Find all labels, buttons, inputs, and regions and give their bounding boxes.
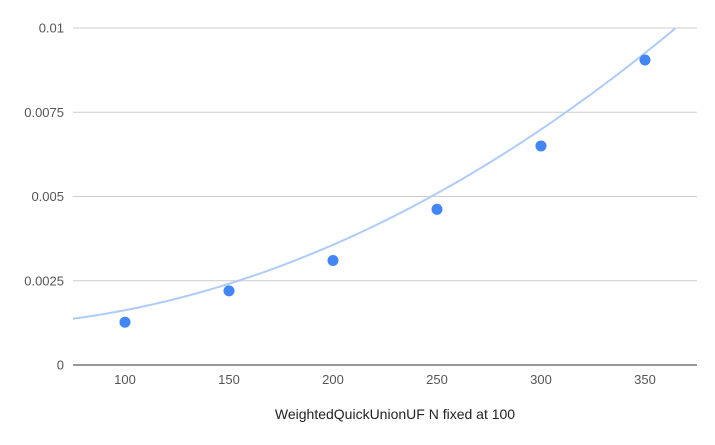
y-tick-label: 0.01 (39, 21, 64, 36)
y-tick-label: 0.0025 (24, 273, 64, 288)
gridlines (73, 27, 697, 282)
x-tick-label: 300 (530, 372, 552, 387)
data-point-2 (223, 285, 235, 297)
data-point-6 (639, 54, 651, 66)
data-point-4 (431, 203, 443, 215)
x-axis-title: WeightedQuickUnionUF N fixed at 100 (275, 406, 515, 422)
trendline (72, 27, 676, 320)
y-axis-tick-labels: 0 0.0025 0.005 0.0075 0.01 (24, 21, 64, 373)
data-point-5 (535, 140, 547, 152)
x-axis-tick-labels: 100 150 200 250 300 350 (114, 372, 656, 387)
x-tick-label: 200 (322, 372, 344, 387)
x-tick-label: 250 (426, 372, 448, 387)
data-points (119, 54, 651, 328)
data-point-1 (119, 316, 131, 328)
y-tick-label: 0.0075 (24, 105, 64, 120)
y-tick-label: 0.005 (31, 189, 64, 204)
x-tick-label: 150 (218, 372, 240, 387)
x-tick-label: 350 (634, 372, 656, 387)
x-tick-label: 100 (114, 372, 136, 387)
y-tick-label: 0 (57, 358, 64, 373)
data-point-3 (327, 255, 339, 267)
